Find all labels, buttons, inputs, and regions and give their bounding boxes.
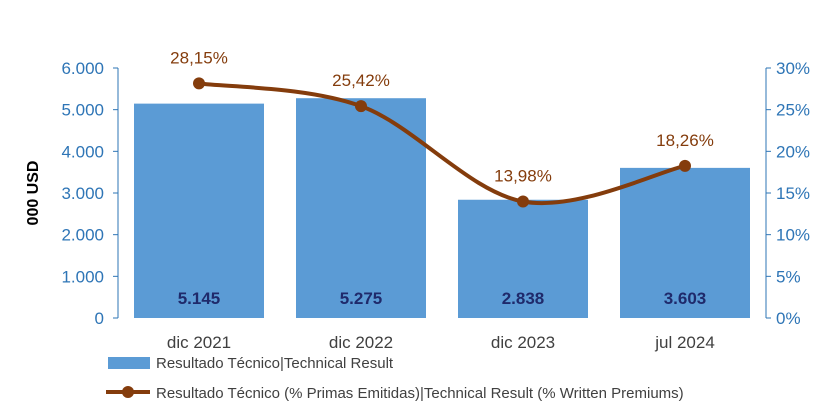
line-data-label: 28,15% — [170, 48, 228, 67]
line-series — [193, 77, 691, 208]
axes: 0 1.000 2.000 3.000 4.000 5.000 6.000 0% 5% 10% 15… — [25, 59, 810, 352]
bar-data-label: 5.275 — [340, 289, 383, 308]
legend-label-bar: Resultado Técnico|Technical Result — [156, 355, 394, 372]
line-point — [355, 100, 367, 113]
series-line — [198, 81, 686, 205]
line-point — [193, 77, 205, 90]
right-tick-label: 0% — [776, 309, 801, 328]
legend-label-line: Resultado Técnico (% Primas Emitidas)|Te… — [156, 385, 684, 402]
left-tick-label: 1.000 — [61, 267, 104, 286]
left-tick-label: 2.000 — [61, 226, 104, 245]
bar — [458, 199, 588, 318]
right-tick-label: 25% — [776, 101, 810, 120]
right-tick-label: 10% — [776, 226, 810, 245]
right-tick-label: 5% — [776, 267, 801, 286]
bar — [620, 167, 750, 318]
bar — [296, 98, 426, 318]
legend-swatch-bar — [108, 357, 150, 369]
bar — [134, 103, 264, 318]
legend-swatch-marker — [122, 386, 134, 398]
right-tick-label: 30% — [776, 59, 810, 78]
right-tick-label: 20% — [776, 142, 810, 161]
line-data-label: 18,26% — [656, 131, 714, 150]
bar-data-label: 5.145 — [178, 289, 221, 308]
line-point — [679, 159, 691, 172]
x-tick-label: dic 2022 — [329, 333, 393, 352]
left-tick-label: 6.000 — [61, 59, 104, 78]
bar-data-label: 2.838 — [502, 289, 545, 308]
x-tick-label: dic 2023 — [491, 333, 555, 352]
legend: Resultado Técnico|Technical Result Result… — [106, 355, 684, 402]
line-data-label: 13,98% — [494, 167, 552, 186]
line-data-label: 25,42% — [332, 71, 390, 90]
data-labels: 5.145 5.275 2.838 3.603 28,15% 25,42% 13,98% 18… — [170, 48, 714, 308]
left-tick-label: 5.000 — [61, 101, 104, 120]
x-tick-label: dic 2021 — [167, 333, 231, 352]
left-tick-label: 3.000 — [61, 184, 104, 203]
left-tick-label: 0 — [95, 309, 104, 328]
y-axis-title: 000 USD — [25, 161, 42, 226]
left-tick-label: 4.000 — [61, 142, 104, 161]
x-tick-label: jul 2024 — [654, 333, 715, 352]
bars — [134, 98, 750, 318]
bar-data-label: 3.603 — [664, 289, 707, 308]
right-tick-label: 15% — [776, 184, 810, 203]
line-point — [517, 195, 529, 208]
